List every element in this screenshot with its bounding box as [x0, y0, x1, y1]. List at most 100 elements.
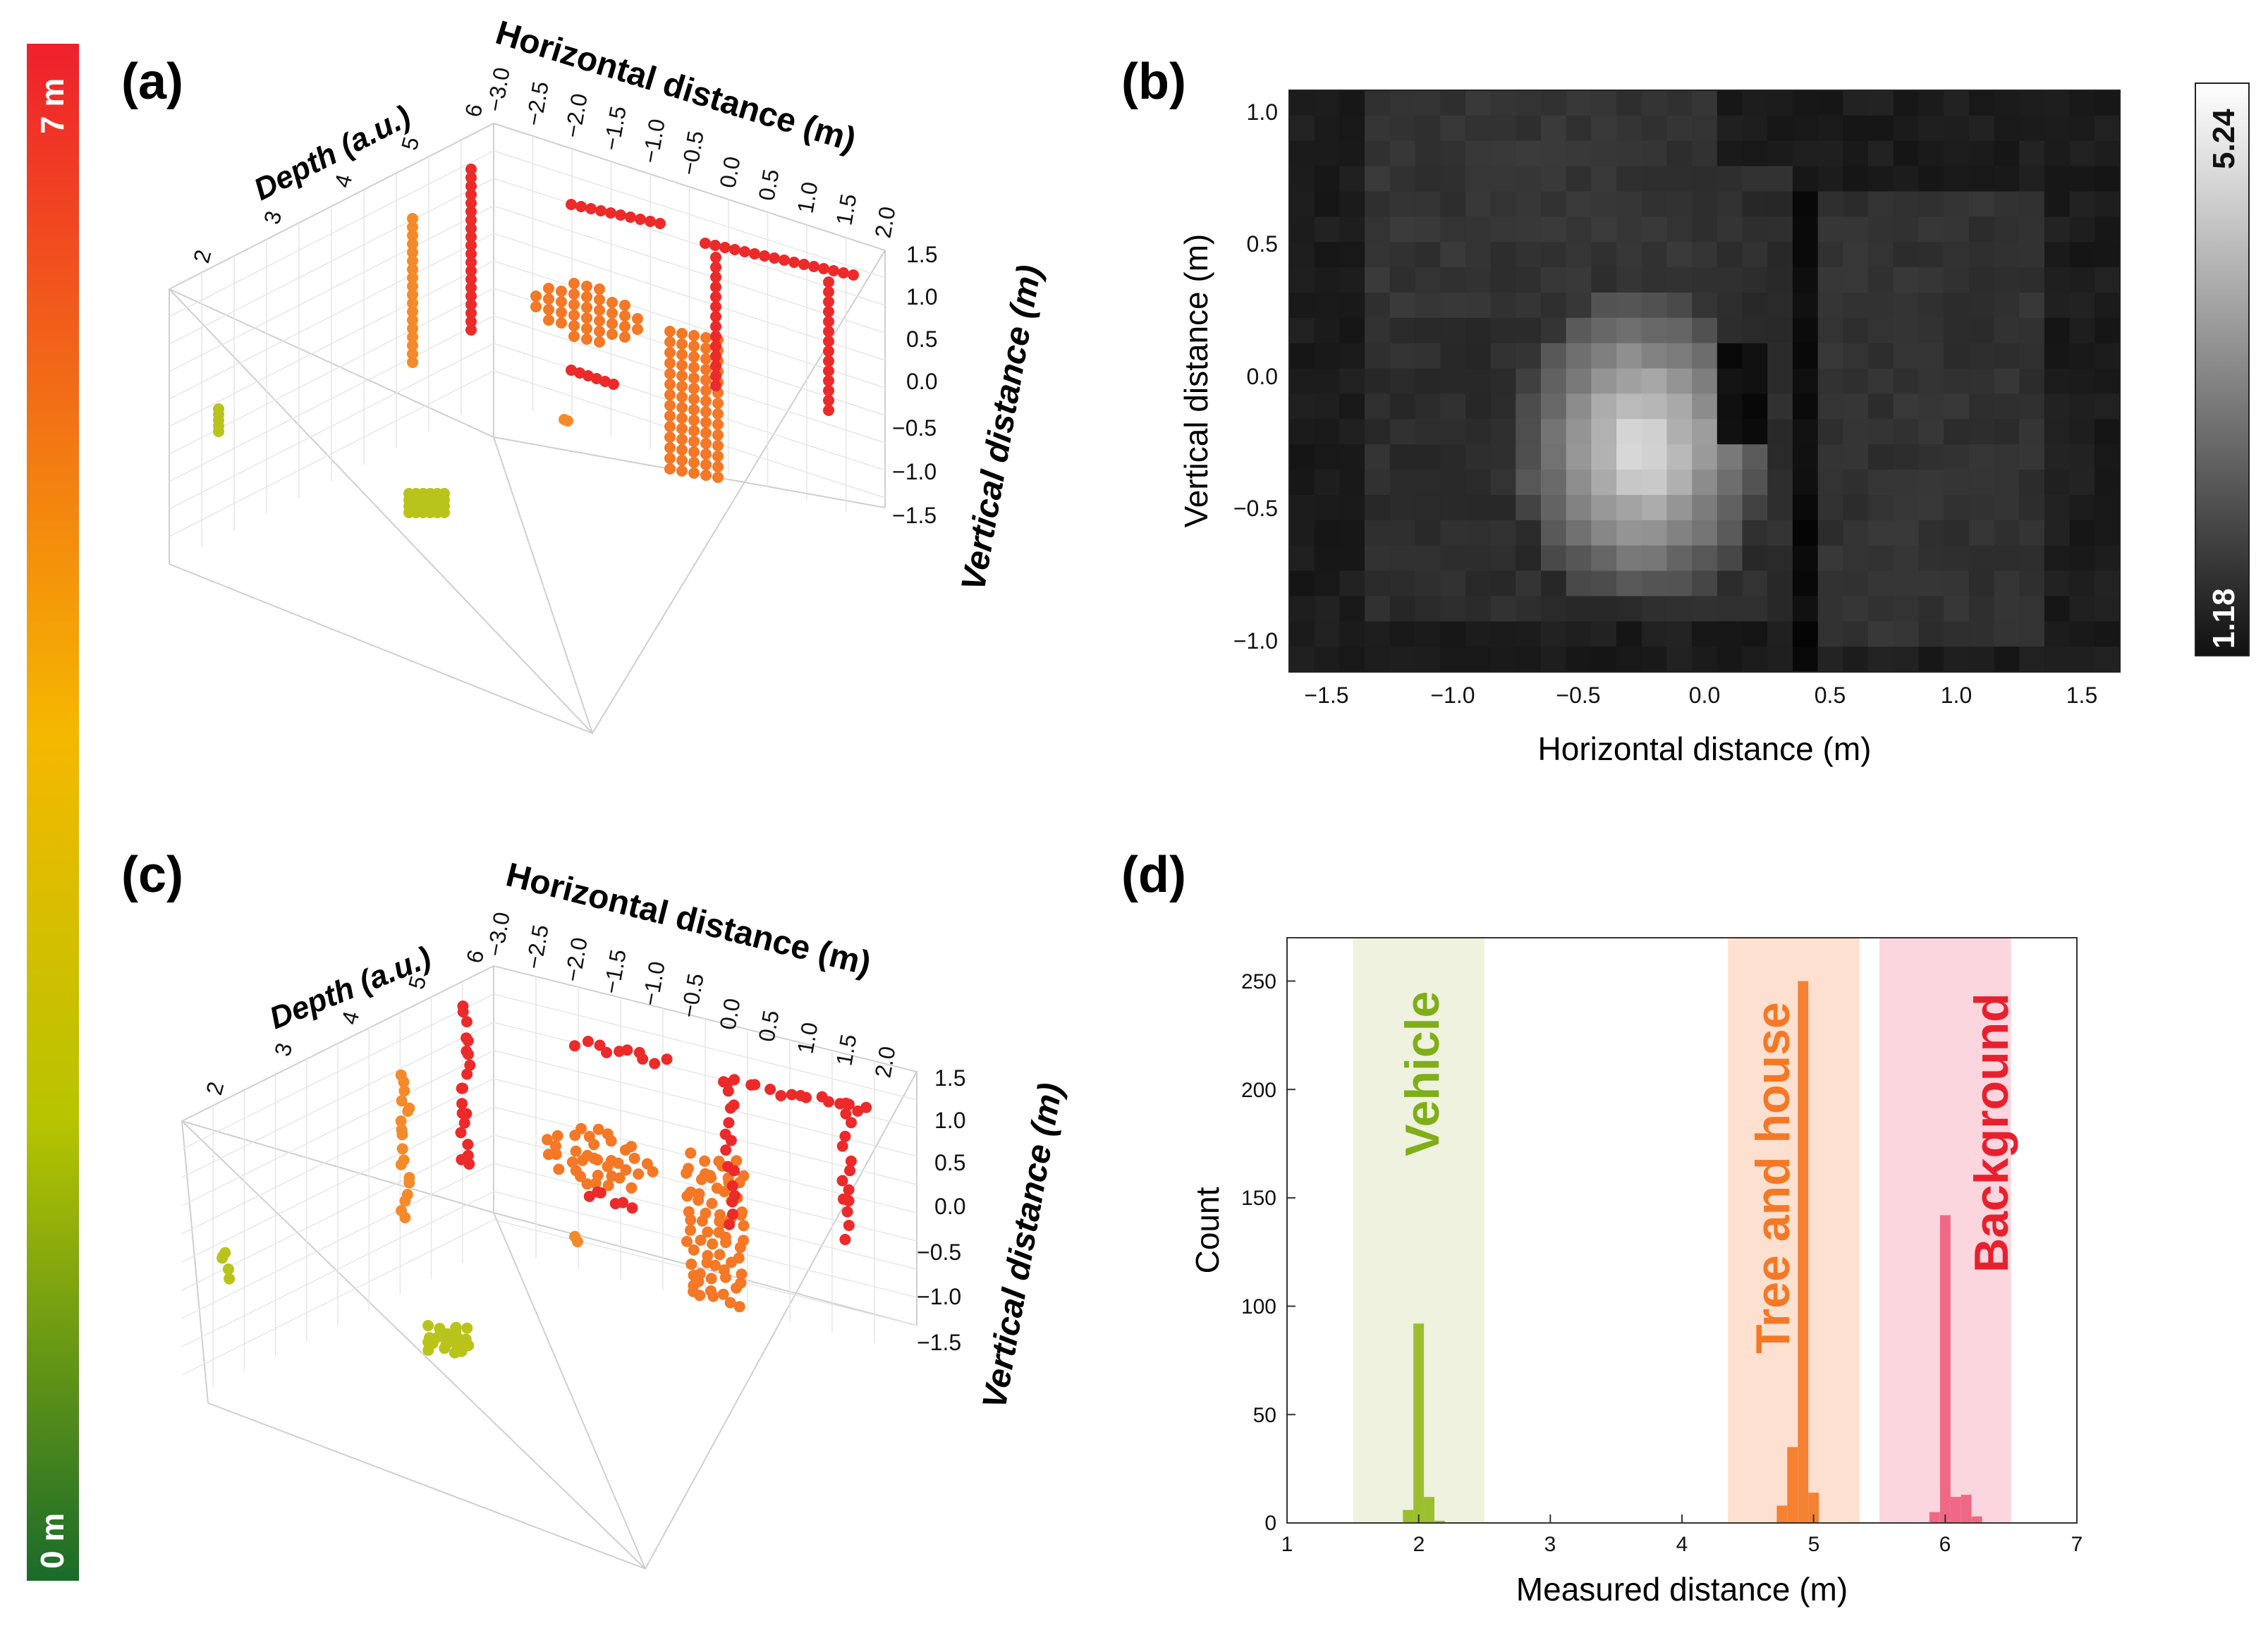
scatter-point [222, 1263, 234, 1275]
heatmap-cell [1641, 242, 1668, 268]
heatmap-cell [1339, 90, 1365, 116]
scatter-point [700, 448, 712, 460]
heatmap-cell [1566, 267, 1592, 293]
heatmap-cell [1339, 191, 1365, 217]
panel-c-y-label: Vertical distance (m) [976, 1080, 1070, 1412]
heatmap-cell [1339, 140, 1365, 167]
y-tick: 50 [1253, 1404, 1276, 1427]
heatmap-cell [2069, 520, 2095, 546]
heatmap-cell [2095, 368, 2121, 395]
heatmap-cell [1742, 293, 1768, 319]
scatter-point [700, 353, 712, 365]
heatmap-cell [1666, 140, 1693, 167]
heatmap-cell [1541, 647, 1567, 673]
y-tick: −1.0 [892, 459, 937, 484]
scatter-point [635, 214, 646, 225]
panel-a-3d-scatter: −3.0 −2.5 −2.0 −1.5 −1.0 −0.5 0.0 0.5 1.… [168, 14, 1049, 735]
intensity-colorbar: 5.24 1.18 [2195, 82, 2250, 656]
scatter-point [731, 1155, 743, 1167]
scatter-point [681, 1167, 693, 1179]
heatmap-cell [1692, 368, 1718, 395]
heatmap-cell [1893, 191, 1919, 217]
y-tick: 1.0 [906, 284, 937, 310]
scatter-point [735, 1209, 747, 1221]
heatmap-cell [1566, 444, 1592, 470]
heatmap-cell [1792, 242, 1819, 268]
heatmap-cell [2095, 191, 2121, 217]
x-tick: 1.0 [792, 1020, 822, 1055]
heatmap-cell [1541, 494, 1567, 521]
heatmap-cell [1944, 267, 1970, 293]
heatmap-cell [1541, 140, 1567, 167]
panel-b-x-ticks: −1.5 −1.0 −0.5 0.0 0.5 1.0 1.5 [1304, 683, 2097, 708]
grid-line [169, 315, 494, 482]
heatmap-cell [1365, 90, 1391, 116]
heatmap-cell [2095, 216, 2121, 243]
y-tick: 0.5 [934, 1150, 965, 1175]
scatter-point [619, 331, 630, 343]
scatter-point [712, 429, 724, 441]
heatmap-cell [1490, 545, 1516, 572]
scatter-point [588, 1139, 600, 1151]
scatter-point [407, 340, 418, 351]
heatmap-cell [1692, 596, 1718, 622]
scatter-point [456, 1082, 468, 1094]
scatter-point [843, 1184, 855, 1196]
heatmap-cell [1365, 317, 1391, 344]
panel-d-y-label: Count [1189, 1187, 1226, 1273]
scatter-point [594, 283, 605, 295]
heatmap-cell [1490, 242, 1516, 268]
histogram-bar [1434, 1520, 1445, 1523]
x-tick: −2.5 [520, 80, 553, 128]
panel-d-x-label: Measured distance (m) [1516, 1571, 1848, 1608]
scatter-point [594, 336, 605, 348]
heatmap-cell [1516, 494, 1542, 521]
heatmap-cell [1944, 293, 1970, 319]
heatmap-cell [1918, 647, 1944, 673]
scatter-point [676, 381, 688, 392]
heatmap-cell [1465, 444, 1492, 470]
heatmap-cell [1566, 368, 1592, 395]
heatmap-cell [2069, 267, 2095, 293]
heatmap-cell [1516, 545, 1542, 572]
heatmap-cell [2019, 570, 2045, 596]
scatter-point [395, 1158, 407, 1170]
heatmap-cell [2019, 115, 2045, 142]
heatmap-cell [1641, 293, 1668, 319]
heatmap-cell [2069, 115, 2095, 142]
heatmap-cell [1516, 191, 1542, 217]
scatter-point [399, 1195, 411, 1207]
scatter-point [641, 1158, 653, 1170]
grid-line [181, 1219, 494, 1376]
heatmap-cell [1817, 570, 1843, 596]
heatmap-cell [1666, 293, 1693, 319]
scatter-point [738, 1220, 750, 1232]
scatter-point [779, 255, 790, 266]
scatter-point [556, 296, 567, 307]
heatmap-cell [1717, 470, 1743, 496]
heatmap-cell [1717, 596, 1743, 622]
heatmap-cell [2044, 368, 2071, 395]
heatmap-cell [2044, 596, 2071, 622]
x-tick: 7 [2071, 1533, 2083, 1556]
scatter-point [828, 265, 839, 276]
heatmap-cell [2044, 470, 2071, 496]
z-tick: 3 [269, 1040, 297, 1059]
x-tick: 2.0 [870, 1044, 900, 1079]
heatmap-cell [1792, 267, 1819, 293]
scatter-point [769, 252, 780, 264]
heatmap-cell [2019, 647, 2045, 673]
heatmap-cell [1666, 596, 1693, 622]
scatter-point [461, 1016, 472, 1028]
scatter-point [407, 281, 418, 292]
heatmap-cell [1717, 166, 1743, 192]
histogram-bar [1808, 1493, 1819, 1523]
heatmap-cell [1389, 494, 1416, 521]
scatter-point [398, 1085, 410, 1097]
heatmap-cell [1314, 242, 1340, 268]
heatmap-cell [1389, 596, 1416, 622]
heatmap-cell [1767, 343, 1793, 369]
heatmap-cell [1843, 647, 1869, 673]
scatter-point [775, 1090, 787, 1101]
heatmap-cell [1843, 470, 1869, 496]
